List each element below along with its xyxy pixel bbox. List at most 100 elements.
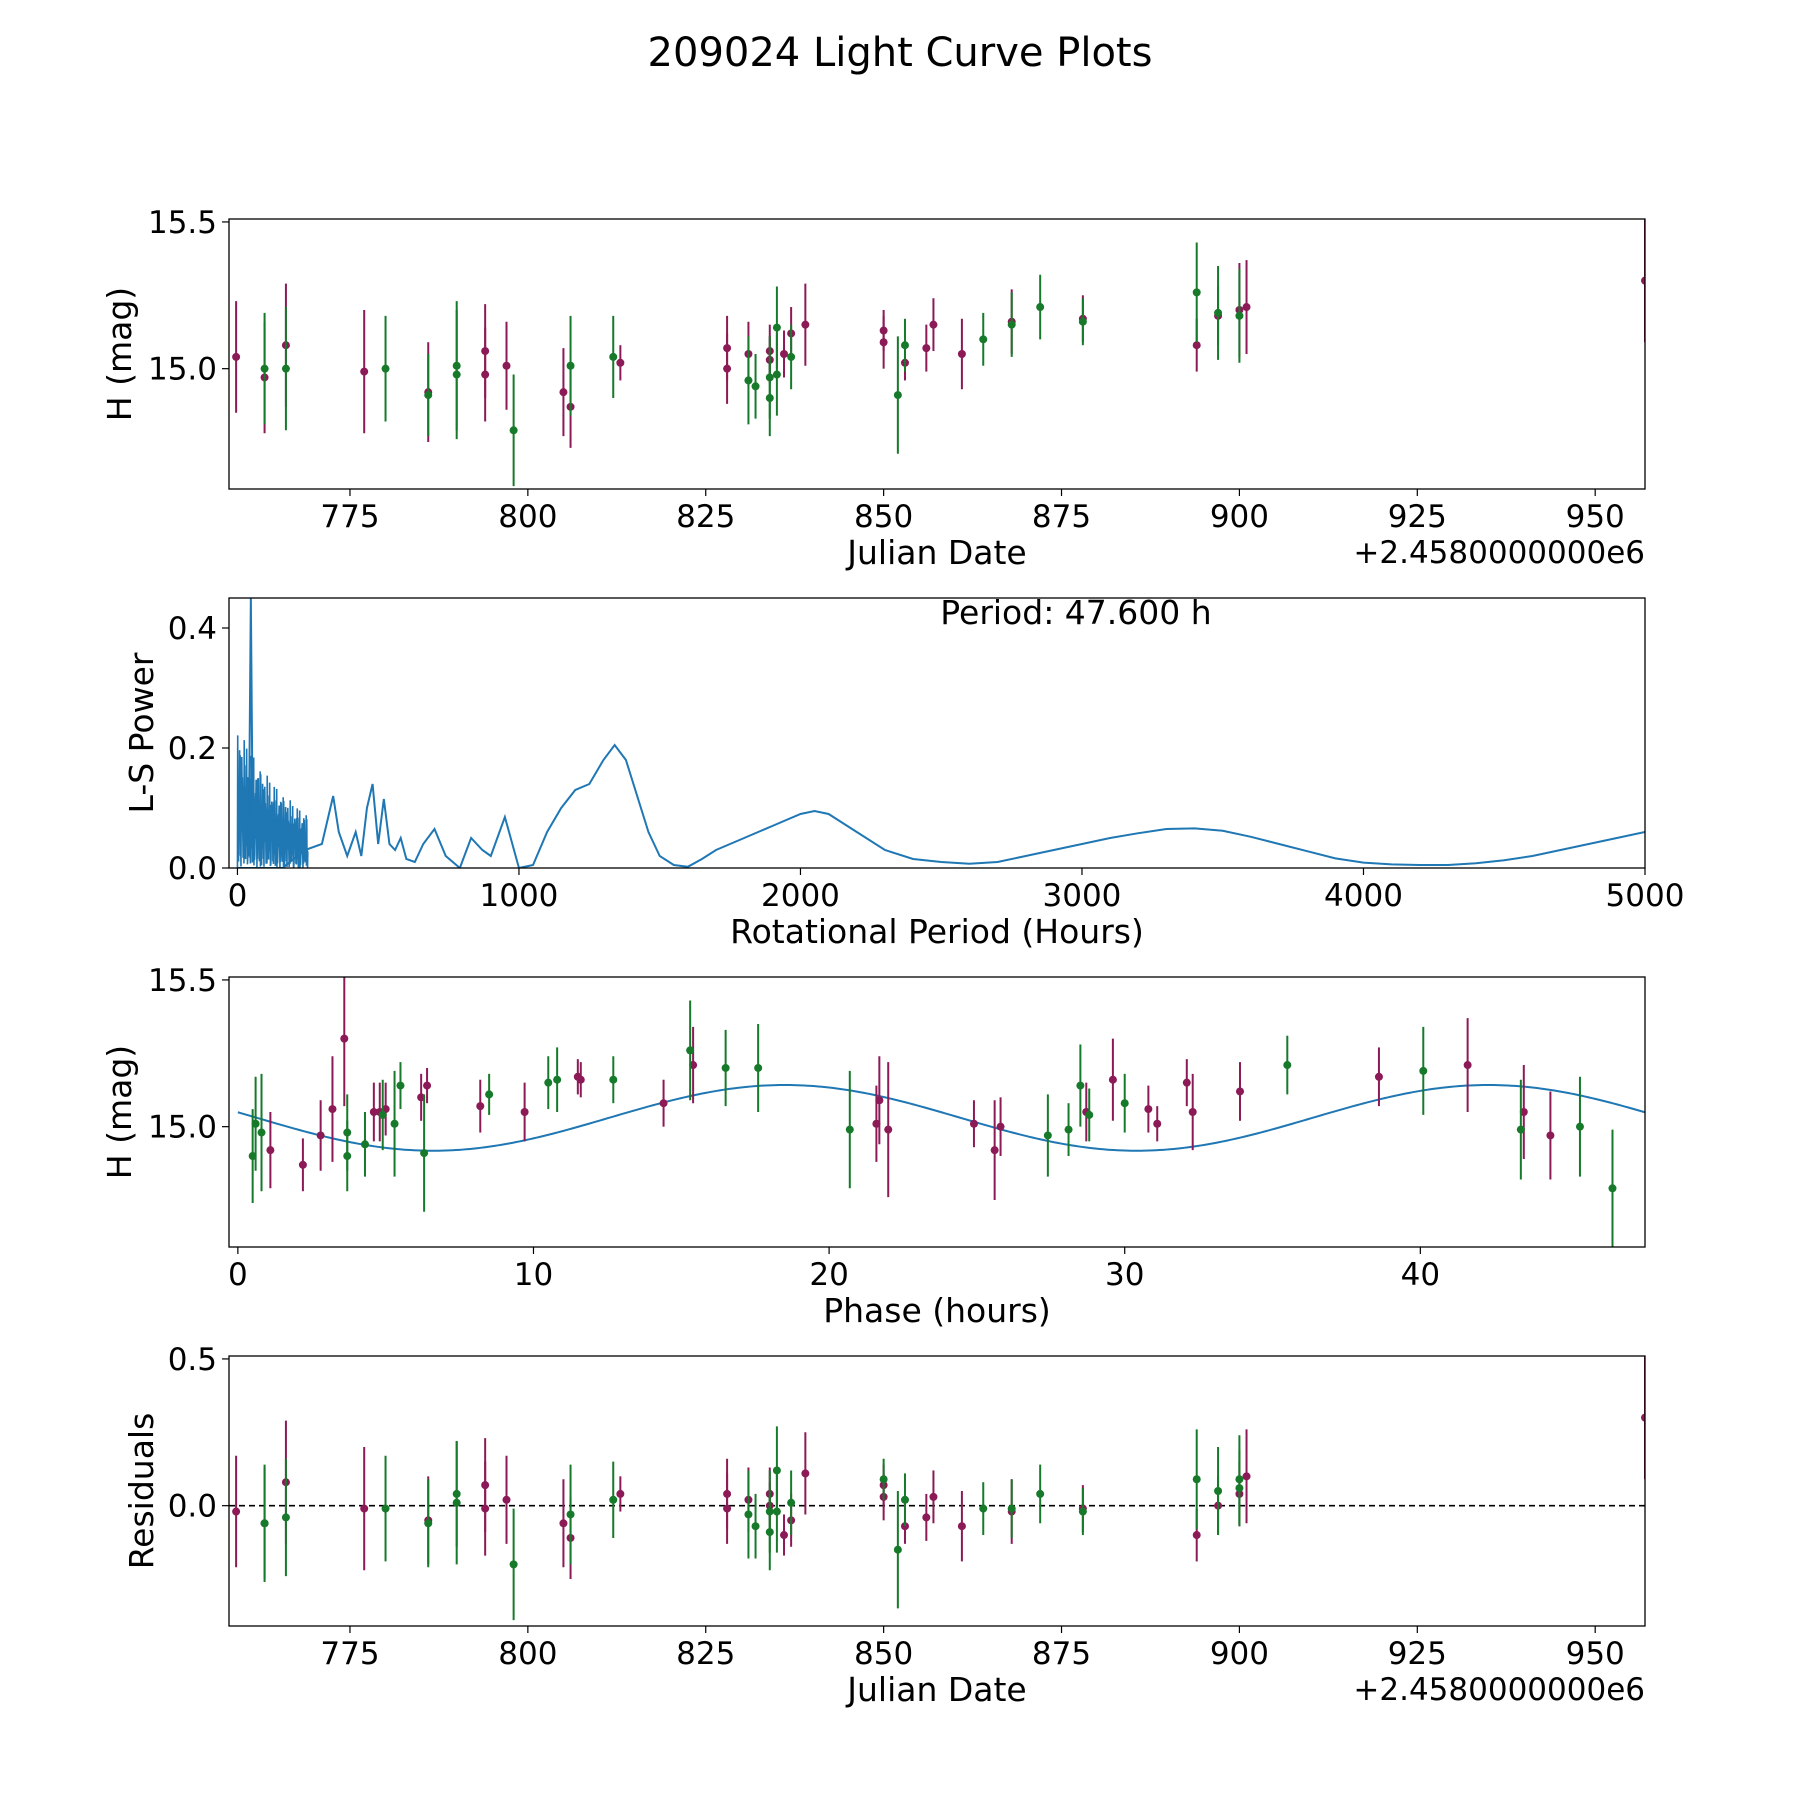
lightcurve-data-point <box>481 370 490 379</box>
phased-data-point <box>1085 1110 1094 1119</box>
phased-data-point <box>251 1119 260 1128</box>
phased-data-point <box>328 1105 337 1114</box>
lightcurve-ticks: 775 800 825 850 875 900 925 950 15.0 15.5 <box>148 205 1625 535</box>
lightcurve-data-point <box>616 358 625 367</box>
phased-data-point <box>1575 1122 1584 1131</box>
lightcurve-data-point <box>1036 303 1045 312</box>
phased-data-point <box>659 1099 668 1108</box>
phased-data-point <box>754 1063 763 1072</box>
residuals-data-point <box>1641 1413 1645 1422</box>
phased-data-point <box>1076 1081 1085 1090</box>
model-fit-curve <box>237 1084 1645 1152</box>
lightcurve-data-point <box>566 361 575 370</box>
lightcurve-data-point <box>765 394 774 403</box>
lightcurve-data-point <box>1214 308 1223 317</box>
residuals-x-tick-label: 950 <box>1566 1636 1625 1672</box>
periodogram-x-tick-label: 1000 <box>480 878 559 914</box>
phased-data-point <box>378 1110 387 1119</box>
phased-data-point <box>1153 1119 1162 1128</box>
phased-plot-area <box>237 977 1645 1247</box>
lightcurve-data-point <box>787 352 796 361</box>
phased-data-point <box>576 1075 585 1084</box>
phased-y-tick-label: 15.5 <box>148 963 217 999</box>
residuals-data-point <box>481 1504 490 1513</box>
lightcurve-data-point <box>360 367 369 376</box>
lightcurve-data-point <box>381 364 390 373</box>
phased-data-point <box>298 1160 307 1169</box>
phased-data-point <box>1120 1099 1129 1108</box>
residuals-panel: 775 800 825 850 875 900 925 950 0.0 0.5 Julian Da… <box>122 1342 1646 1709</box>
residuals-data-point <box>900 1495 909 1504</box>
lightcurve-data-point <box>424 391 433 400</box>
period-annotation: Period: 47.600 h <box>940 593 1211 632</box>
periodogram-x-label: Rotational Period (Hours) <box>730 912 1144 951</box>
lightcurve-data-point <box>609 352 618 361</box>
residuals-data-point <box>879 1475 888 1484</box>
lightcurve-x-tick-label: 925 <box>1388 499 1447 535</box>
lightcurve-data-point <box>929 320 938 329</box>
residuals-x-tick-label: 925 <box>1388 1636 1447 1672</box>
lightcurve-data-point <box>1235 311 1244 320</box>
phased-data-point <box>1374 1072 1383 1081</box>
residuals-ticks: 775 800 825 850 875 900 925 950 0.0 0.5 <box>168 1342 1625 1672</box>
lightcurve-data-point <box>751 382 760 391</box>
residuals-data-point <box>957 1522 966 1531</box>
figure-title: 209024 Light Curve Plots <box>648 30 1153 76</box>
residuals-data-point <box>360 1504 369 1513</box>
lightcurve-data-point <box>1192 341 1201 350</box>
residuals-x-tick-label: 775 <box>320 1636 379 1672</box>
phased-data-point <box>845 1125 854 1134</box>
lightcurve-data-point <box>232 352 241 361</box>
phased-data-point <box>476 1102 485 1111</box>
lightcurve-x-offset: +2.4580000000e6 <box>1353 535 1645 571</box>
lightcurve-data-point <box>900 341 909 350</box>
residuals-data-point <box>381 1504 390 1513</box>
lightcurve-data-point <box>260 364 269 373</box>
residuals-data-point <box>559 1519 568 1528</box>
lightcurve-data-point <box>559 388 568 397</box>
periodogram-x-tick-label: 4000 <box>1324 878 1403 914</box>
phased-axes-frame <box>228 976 1646 1248</box>
phased-y-label: H (mag) <box>100 1045 139 1179</box>
lightcurve-y-tick-label: 15.0 <box>148 352 217 388</box>
lightcurve-data-point <box>452 370 461 379</box>
phased-data-point <box>1043 1131 1052 1140</box>
lightcurve-data-point <box>1641 276 1645 285</box>
lightcurve-x-tick-label: 850 <box>854 499 913 535</box>
residuals-data-point <box>1036 1489 1045 1498</box>
residuals-data-point <box>281 1513 290 1522</box>
phased-data-point <box>1608 1184 1617 1193</box>
residuals-x-offset: +2.4580000000e6 <box>1353 1672 1645 1708</box>
residuals-data-point <box>787 1498 796 1507</box>
periodogram-panel: 0 1000 2000 3000 4000 5000 0.0 0.2 0.4 Period: 4… <box>122 593 1684 951</box>
residuals-data-point <box>744 1510 753 1519</box>
lightcurve-data-point <box>1078 317 1087 326</box>
lightcurve-data-point <box>780 350 789 358</box>
phased-data-point <box>1108 1075 1117 1084</box>
periodogram-ticks: 0 1000 2000 3000 4000 5000 0.0 0.2 0.4 <box>168 611 1685 914</box>
phased-data-point <box>396 1081 405 1090</box>
lightcurve-x-tick-label: 950 <box>1566 499 1625 535</box>
residuals-data-point <box>772 1507 781 1516</box>
periodogram-y-tick-label: 0.4 <box>168 611 217 647</box>
lightcurve-data-point <box>979 335 988 344</box>
lightcurve-x-label: Julian Date <box>845 533 1027 572</box>
phased-data-point <box>1064 1125 1073 1134</box>
phased-ticks: 0 10 20 30 40 15.0 15.5 <box>148 963 1440 1293</box>
lightcurve-axes-frame <box>228 218 1646 490</box>
residuals-y-label: Residuals <box>122 1413 161 1570</box>
lightcurve-data-point <box>1007 320 1016 329</box>
lightcurve-data-point <box>957 350 966 358</box>
residuals-data-point <box>616 1489 625 1498</box>
phased-data-point <box>1419 1066 1428 1075</box>
phased-x-tick-label: 30 <box>1105 1257 1144 1293</box>
residuals-data-point <box>1235 1484 1244 1493</box>
residuals-data-point <box>1192 1475 1201 1484</box>
periodogram-line <box>237 743 1645 868</box>
phased-data-point <box>485 1090 494 1099</box>
periodogram-peak <box>247 598 254 857</box>
phased-data-point <box>1463 1061 1472 1070</box>
phased-x-tick-label: 20 <box>809 1257 848 1293</box>
residuals-data-point <box>260 1519 269 1528</box>
